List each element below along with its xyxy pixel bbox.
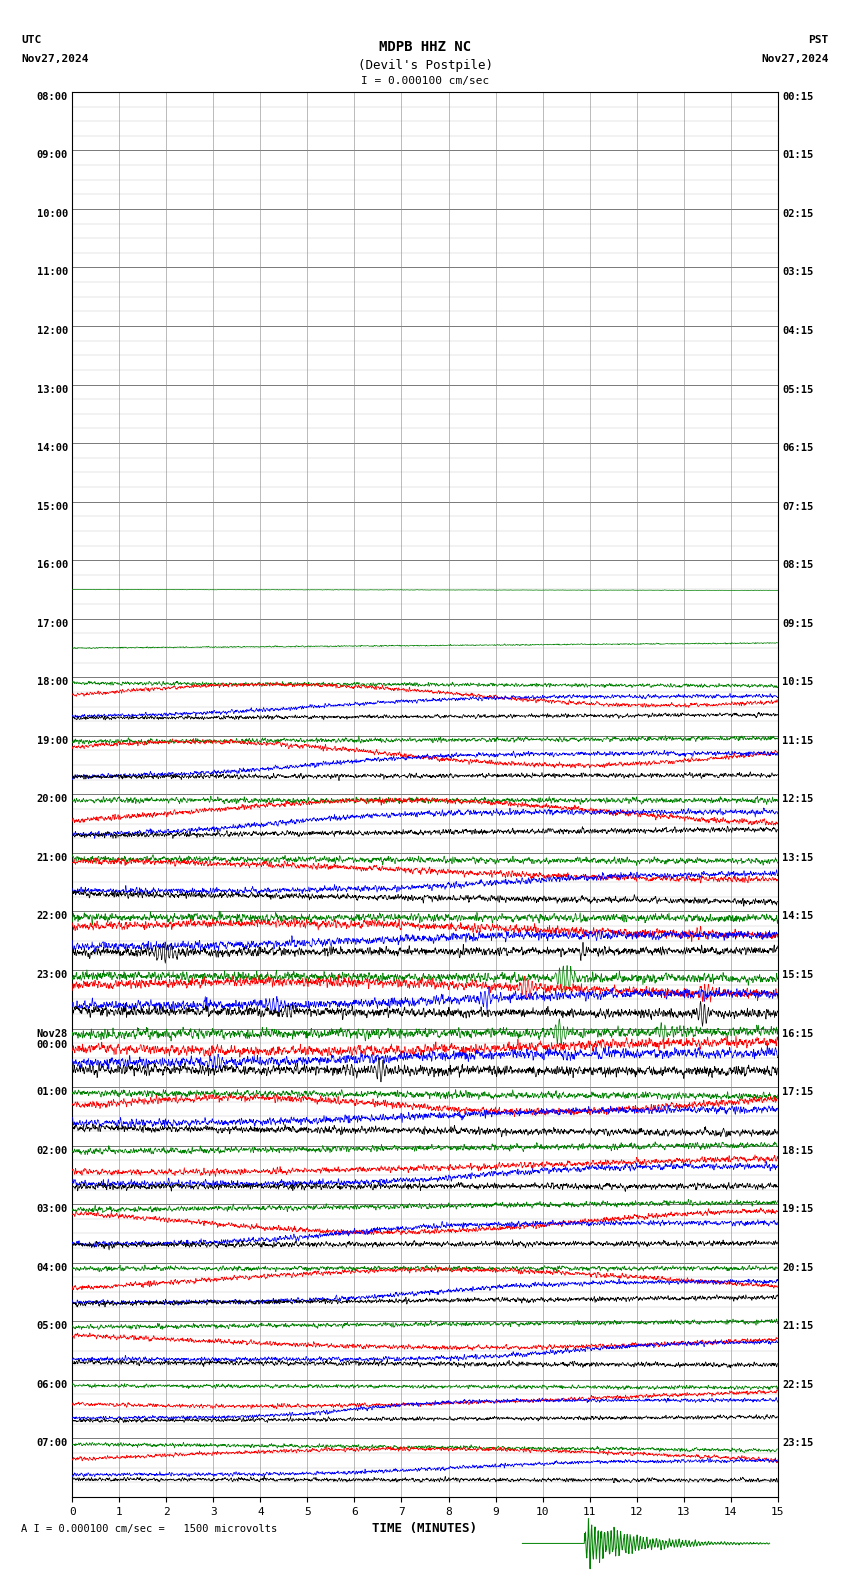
Text: 04:15: 04:15 bbox=[782, 326, 813, 336]
Text: 08:15: 08:15 bbox=[782, 561, 813, 570]
Text: 22:00: 22:00 bbox=[37, 911, 68, 922]
Text: 19:00: 19:00 bbox=[37, 737, 68, 746]
Text: 02:15: 02:15 bbox=[782, 209, 813, 219]
Text: 15:00: 15:00 bbox=[37, 502, 68, 512]
Text: 09:00: 09:00 bbox=[37, 150, 68, 160]
Text: 16:00: 16:00 bbox=[37, 561, 68, 570]
Text: 01:00: 01:00 bbox=[37, 1087, 68, 1098]
Text: Nov27,2024: Nov27,2024 bbox=[21, 54, 88, 63]
Text: 07:00: 07:00 bbox=[37, 1438, 68, 1448]
Text: 11:15: 11:15 bbox=[782, 737, 813, 746]
Text: Nov27,2024: Nov27,2024 bbox=[762, 54, 829, 63]
Text: 23:15: 23:15 bbox=[782, 1438, 813, 1448]
Text: 08:00: 08:00 bbox=[37, 92, 68, 101]
Text: 10:00: 10:00 bbox=[37, 209, 68, 219]
Text: 01:15: 01:15 bbox=[782, 150, 813, 160]
Text: 18:00: 18:00 bbox=[37, 678, 68, 687]
Text: (Devil's Postpile): (Devil's Postpile) bbox=[358, 59, 492, 71]
Text: 11:00: 11:00 bbox=[37, 268, 68, 277]
Text: MDPB HHZ NC: MDPB HHZ NC bbox=[379, 40, 471, 54]
Text: 05:00: 05:00 bbox=[37, 1321, 68, 1331]
Text: I = 0.000100 cm/sec: I = 0.000100 cm/sec bbox=[361, 76, 489, 86]
Text: 09:15: 09:15 bbox=[782, 619, 813, 629]
Text: 23:00: 23:00 bbox=[37, 969, 68, 980]
Text: 05:15: 05:15 bbox=[782, 385, 813, 394]
Text: 20:15: 20:15 bbox=[782, 1262, 813, 1272]
Text: 03:00: 03:00 bbox=[37, 1204, 68, 1215]
Text: PST: PST bbox=[808, 35, 829, 44]
Text: 06:15: 06:15 bbox=[782, 444, 813, 453]
Text: 13:00: 13:00 bbox=[37, 385, 68, 394]
Text: 14:00: 14:00 bbox=[37, 444, 68, 453]
Text: 03:15: 03:15 bbox=[782, 268, 813, 277]
Text: 19:15: 19:15 bbox=[782, 1204, 813, 1215]
Text: 21:00: 21:00 bbox=[37, 852, 68, 863]
Text: 10:15: 10:15 bbox=[782, 678, 813, 687]
Text: 12:15: 12:15 bbox=[782, 795, 813, 805]
Text: 14:15: 14:15 bbox=[782, 911, 813, 922]
Text: 18:15: 18:15 bbox=[782, 1145, 813, 1156]
Text: A I = 0.000100 cm/sec =   1500 microvolts: A I = 0.000100 cm/sec = 1500 microvolts bbox=[21, 1524, 277, 1533]
Text: 20:00: 20:00 bbox=[37, 795, 68, 805]
Text: 22:15: 22:15 bbox=[782, 1380, 813, 1389]
Text: 13:15: 13:15 bbox=[782, 852, 813, 863]
Text: 06:00: 06:00 bbox=[37, 1380, 68, 1389]
Text: 17:00: 17:00 bbox=[37, 619, 68, 629]
Text: UTC: UTC bbox=[21, 35, 42, 44]
Text: 15:15: 15:15 bbox=[782, 969, 813, 980]
Text: 07:15: 07:15 bbox=[782, 502, 813, 512]
Text: 17:15: 17:15 bbox=[782, 1087, 813, 1098]
Text: 12:00: 12:00 bbox=[37, 326, 68, 336]
X-axis label: TIME (MINUTES): TIME (MINUTES) bbox=[372, 1522, 478, 1535]
Text: Nov28
00:00: Nov28 00:00 bbox=[37, 1028, 68, 1050]
Text: 16:15: 16:15 bbox=[782, 1028, 813, 1039]
Text: 00:15: 00:15 bbox=[782, 92, 813, 101]
Text: 02:00: 02:00 bbox=[37, 1145, 68, 1156]
Text: 04:00: 04:00 bbox=[37, 1262, 68, 1272]
Text: 21:15: 21:15 bbox=[782, 1321, 813, 1331]
